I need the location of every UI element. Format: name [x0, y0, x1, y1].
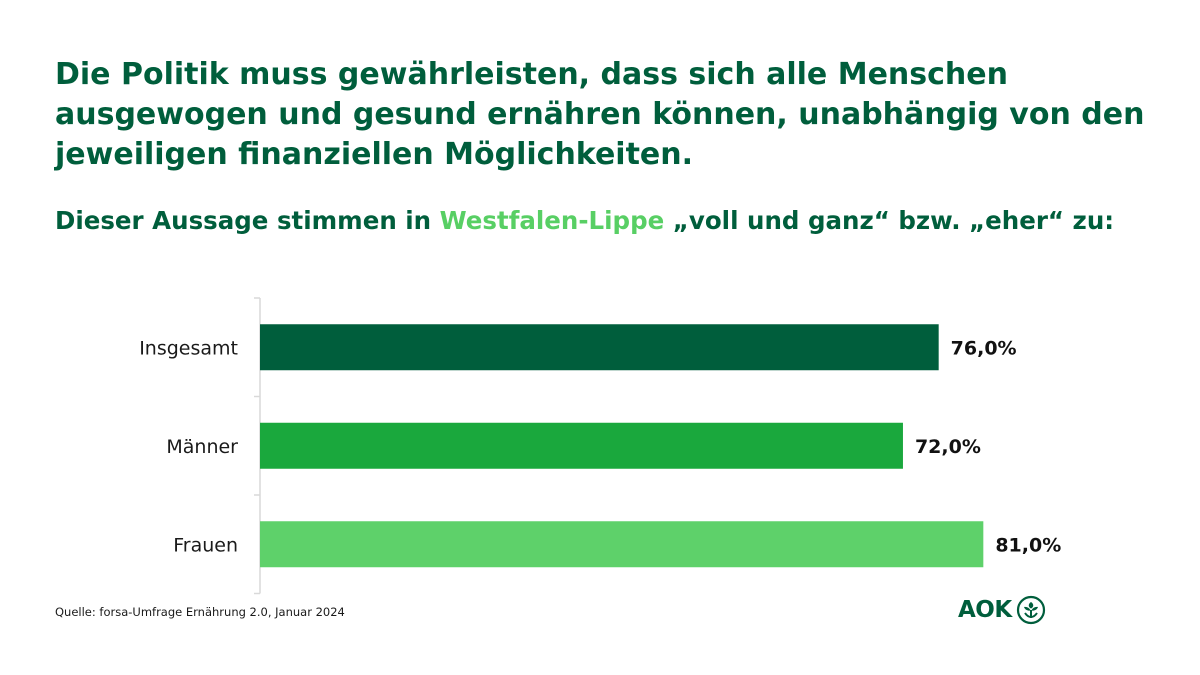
page-title: Die Politik muss gewährleisten, dass sic…: [55, 57, 1145, 172]
chart-subtitle: Dieser Aussage stimmen in Westfalen-Lipp…: [55, 204, 1155, 237]
subtitle-prefix: Dieser Aussage stimmen in: [55, 206, 440, 235]
data-label: 81,0%: [995, 534, 1061, 556]
data-label: 72,0%: [915, 436, 981, 458]
subtitle-region: Westfalen-Lippe: [439, 206, 665, 235]
aok-tree-icon: [1016, 595, 1045, 625]
category-label: Frauen: [173, 534, 238, 556]
data-label: 76,0%: [951, 337, 1017, 359]
bar: [260, 521, 984, 568]
category-label: Männer: [166, 436, 238, 458]
source-note: Quelle: forsa-Umfrage Ernährung 2.0, Jan…: [55, 605, 345, 619]
bar: [260, 324, 939, 371]
logo-text: AOK: [958, 597, 1012, 623]
category-label: Insgesamt: [139, 337, 238, 359]
bar: [260, 422, 903, 469]
aok-logo: AOK: [958, 595, 1046, 625]
subtitle-suffix: „voll und ganz“ bzw. „eher“ zu:: [664, 206, 1115, 235]
